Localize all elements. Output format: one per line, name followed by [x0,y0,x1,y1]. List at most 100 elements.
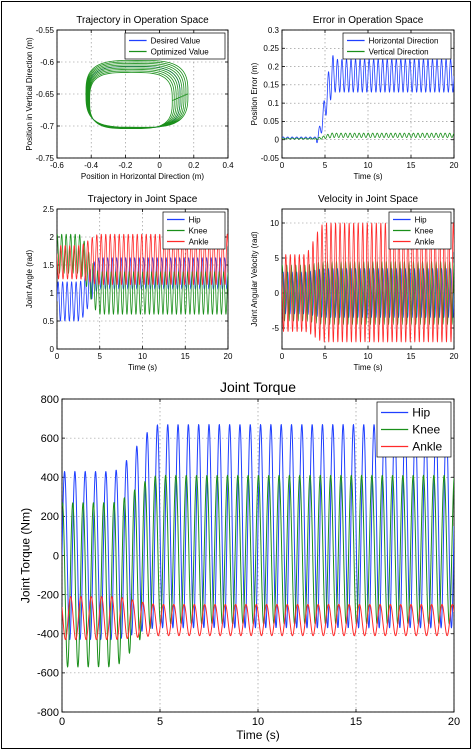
joint-torque-ytick-label: -400 [37,629,59,641]
op-trajectory-xtick-label: -0.2 [119,161,133,170]
joint-torque-series-group [62,423,454,668]
joint-trajectory-legend-label-knee: Knee [189,226,208,235]
op-trajectory-series-group [85,60,189,129]
joint-velocity-axes: 0 5 10 15 20 -5 0 5 10 Velocity in Joint Space Tim… [250,194,459,372]
op-error-plot-frame [281,29,455,159]
op-trajectory-title: Trajectory in Operation Space [76,15,209,26]
joint-torque-ytick-label: 200 [41,511,59,523]
joint-velocity-xtick-label: 15 [407,352,416,361]
joint-trajectory-ytick-label: 1 [50,289,55,298]
joint-velocity-legend-label-hip: Hip [415,215,428,224]
op-error-series-horizontal-direction [282,55,454,144]
op-trajectory-ytick-label: -0.55 [36,26,55,35]
op-error-legend-label-vertical-direction: Vertical Direction [369,47,429,56]
op-trajectory-xtick-label: -0.6 [50,161,64,170]
op-trajectory-ytick-label: -0.65 [36,90,55,99]
joint-trajectory-title: Trajectory in Joint Space [88,194,198,205]
joint-torque-series-knee [62,474,454,668]
op-error-ytick-label: 0.3 [268,26,280,35]
op-error-ytick-label: 0.2 [268,62,280,71]
joint-torque-title: Joint Torque [220,379,296,395]
op-trajectory-axes: -0.6 -0.4 -0.2 0 0.2 0.4 -0.75 -0.7 -0.65 -0.6 -0.… [25,15,234,181]
joint-torque-xtick-label: 20 [448,716,460,728]
op-error-xtick-label: 15 [407,161,416,170]
joint-velocity-ytick-label: 5 [275,254,280,263]
joint-velocity-legend: Hip Knee Ankle [388,211,452,250]
op-error-ylabel: Position Error (m) [250,62,259,125]
joint-velocity-series-ankle [282,222,454,343]
op-trajectory-legend-label-optimized-value: Optimized Value [151,47,210,56]
joint-velocity-ytick-label: -5 [272,324,280,333]
op-trajectory-ytick-label: -0.7 [40,122,54,131]
joint-trajectory-xtick-label: 10 [138,352,147,361]
op-error-legend: Horizontal Direction Vertical Direction [342,32,452,60]
joint-trajectory-xtick-label: 20 [224,352,233,361]
joint-trajectory-legend: Hip Knee Ankle [162,211,226,250]
joint-torque-xlabel: Time (s) [236,728,280,742]
op-error-ytick-label: -0.05 [261,154,280,163]
joint-torque-xtick-label: 0 [59,716,65,728]
op-trajectory-plot-frame [56,29,229,159]
joint-velocity-ytick-label: 10 [270,219,279,228]
joint-velocity-series-group [282,222,454,343]
op-trajectory-ytick-label: -0.75 [36,154,55,163]
joint-trajectory-legend-label-ankle: Ankle [189,237,210,246]
op-error-xtick-label: 5 [323,161,328,170]
op-trajectory-xlabel: Position in Horizontal Direction (m) [81,172,204,181]
joint-velocity-title: Velocity in Joint Space [318,194,418,205]
op-trajectory-legend-label-desired-value: Desired Value [151,36,201,45]
joint-trajectory-ytick-label: 0 [50,345,55,354]
op-trajectory-ylabel: Position in Vertical Direction (m) [25,37,34,151]
joint-torque-ylabel: Joint Torque (Nm) [18,508,32,603]
op-error-legend-box [342,32,452,60]
op-trajectory-xtick-label: 0 [157,161,162,170]
joint-torque-legend-label-ankle: Ankle [412,440,442,454]
joint-torque-ytick-label: -800 [37,707,59,719]
joint-torque-ytick-label: -200 [37,589,59,601]
joint-trajectory-ytick-label: 2 [50,233,55,242]
op-trajectory-xtick-label: -0.4 [84,161,98,170]
op-error-ytick-label: 0.05 [263,117,279,126]
joint-trajectory-ytick-label: 2.5 [43,205,55,214]
op-error-xlabel: Time (s) [353,172,382,181]
joint-torque-ytick-label: 0 [53,550,59,562]
joint-torque-axes: 0 5 10 15 20 -800 -600 -400 -200 0 200 400 600 800 Joi… [18,379,460,742]
joint-torque-legend-label-hip: Hip [412,406,430,420]
op-trajectory-series-optimized-value [85,60,189,129]
joint-torque-legend-label-knee: Knee [412,423,440,437]
joint-trajectory-ytick-label: 0.5 [43,317,55,326]
op-error-xtick-label: 20 [450,161,459,170]
op-trajectory-xtick-label: 0.4 [222,161,234,170]
joint-velocity-legend-label-knee: Knee [415,226,434,235]
joint-torque-xtick-label: 15 [350,716,362,728]
op-error-xtick-label: 10 [364,161,373,170]
joint-torque-xtick-label: 10 [252,716,264,728]
op-error-xtick-label: 0 [280,161,285,170]
op-trajectory-legend-box [124,32,226,60]
joint-torque-ytick-label: 600 [41,433,59,445]
joint-trajectory-ylabel: Joint Angle (rad) [25,250,34,309]
joint-torque-legend: Hip Knee Ankle [376,401,452,458]
op-error-series-vertical-direction [282,132,454,141]
op-error-legend-label-horizontal-direction: Horizontal Direction [369,36,439,45]
joint-trajectory-legend-label-hip: Hip [189,215,202,224]
joint-trajectory-xtick-label: 0 [55,352,60,361]
op-error-series-group [282,55,454,144]
op-error-ytick-label: 0.1 [268,99,280,108]
joint-velocity-ylabel: Joint Angular Velocity (rad) [250,231,259,326]
joint-torque-xtick-label: 5 [157,716,163,728]
joint-torque-ytick-label: 800 [41,394,59,406]
joint-velocity-xtick-label: 5 [323,352,328,361]
joint-trajectory-ytick-label: 1.5 [43,261,55,270]
op-trajectory-ytick-label: -0.6 [40,58,54,67]
op-error-ytick-label: 0.25 [263,44,279,53]
joint-torque-ytick-label: 400 [41,472,59,484]
joint-velocity-xlabel: Time (s) [353,363,382,372]
op-error-axes: 0 5 10 15 20-0.0500.050.10.150.20.250.3Error… [250,15,459,181]
op-error-title: Error in Operation Space [313,15,424,26]
joint-trajectory-series-knee [57,233,228,315]
joint-velocity-xtick-label: 10 [364,352,373,361]
op-trajectory-xtick-label: 0.2 [188,161,200,170]
joint-velocity-legend-label-ankle: Ankle [415,237,436,246]
